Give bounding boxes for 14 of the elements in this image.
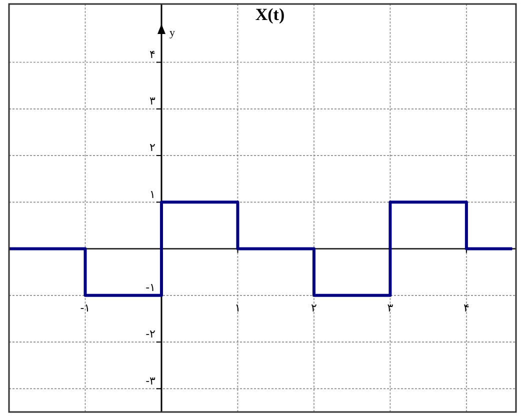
y-tick-label: -۳ [146, 374, 156, 388]
x-tick-label: ۳ [387, 301, 394, 314]
x-tick-label: ۱ [234, 301, 241, 314]
x-tick-label: ۲ [311, 301, 317, 314]
x-tick-label: -۱ [80, 301, 90, 314]
y-tick-label: ۲ [150, 141, 156, 154]
y-axis-title: y [169, 27, 176, 39]
y-tick-label: -۲ [146, 328, 156, 341]
x-tick-label: ۴ [463, 301, 470, 314]
chart-title: X(t) [255, 5, 285, 24]
y-tick-label: ۱ [150, 188, 156, 201]
y-tick-label: ۳ [150, 94, 156, 108]
y-tick-label: -۱ [146, 281, 156, 294]
y-tick-label: ۴ [150, 48, 156, 61]
